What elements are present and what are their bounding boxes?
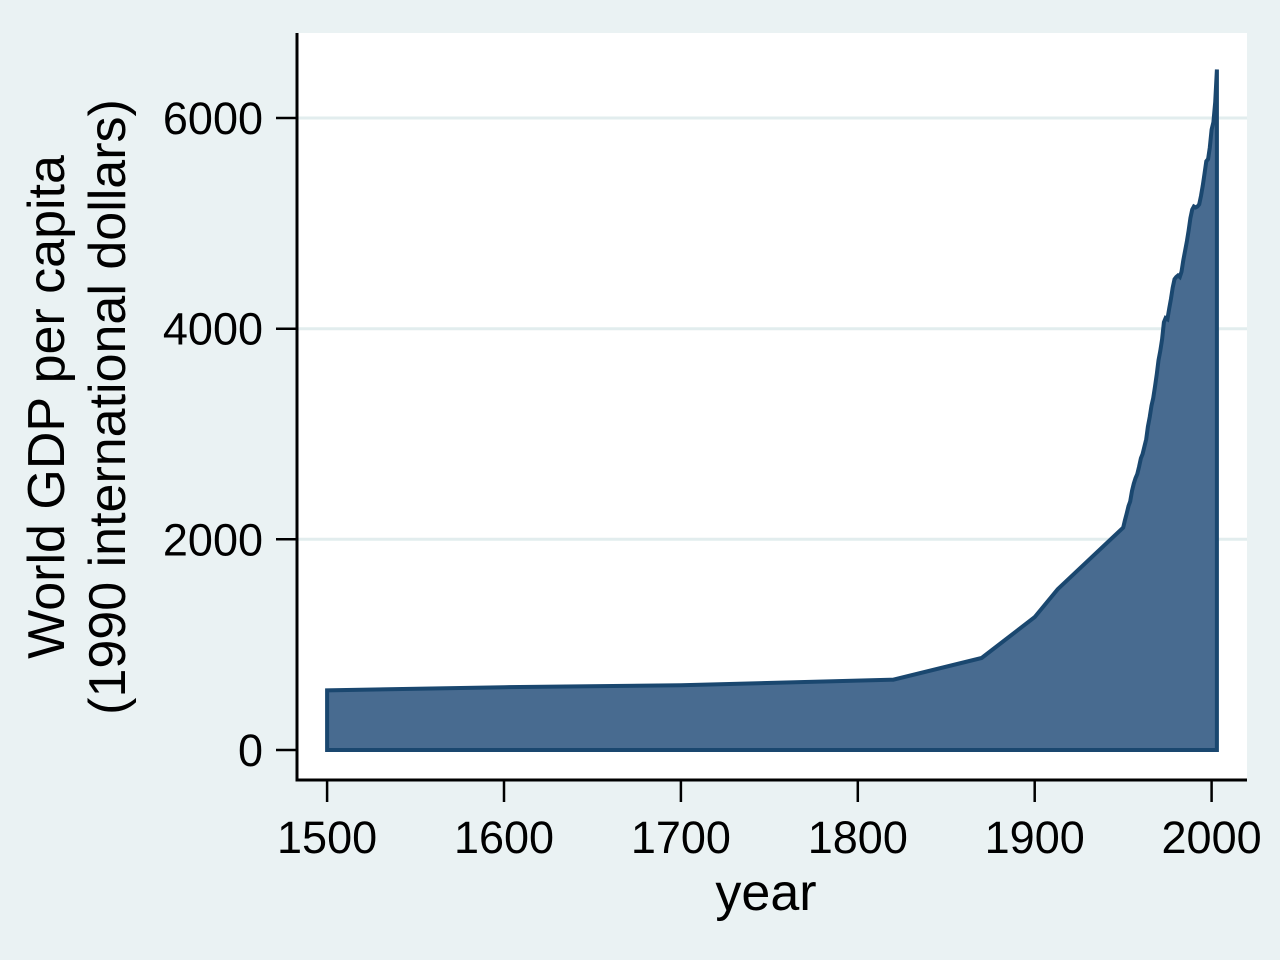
x-tick-label-1500: 1500 bbox=[277, 812, 377, 863]
y-axis-title-line2: (1990 international dollars) bbox=[79, 99, 137, 715]
y-tick-label-2000: 2000 bbox=[163, 514, 263, 565]
x-axis-title: year bbox=[715, 864, 816, 922]
x-tick-label-1600: 1600 bbox=[454, 812, 554, 863]
y-tick-label-6000: 6000 bbox=[163, 93, 263, 144]
y-axis-ticks: 0 2000 4000 6000 bbox=[163, 93, 297, 776]
x-tick-label-1900: 1900 bbox=[985, 812, 1085, 863]
gridlines bbox=[297, 116, 1247, 541]
gdp-area-series bbox=[325, 69, 1219, 752]
x-tick-label-1700: 1700 bbox=[631, 812, 731, 863]
y-tick-label-0: 0 bbox=[238, 725, 263, 776]
x-tick-label-1800: 1800 bbox=[808, 812, 908, 863]
y-axis-title-line1: World GDP per capita bbox=[18, 155, 76, 659]
y-tick-label-4000: 4000 bbox=[163, 304, 263, 355]
x-tick-label-2000: 2000 bbox=[1162, 812, 1262, 863]
x-axis-ticks: 1500 1600 1700 1800 1900 2000 bbox=[277, 780, 1262, 863]
